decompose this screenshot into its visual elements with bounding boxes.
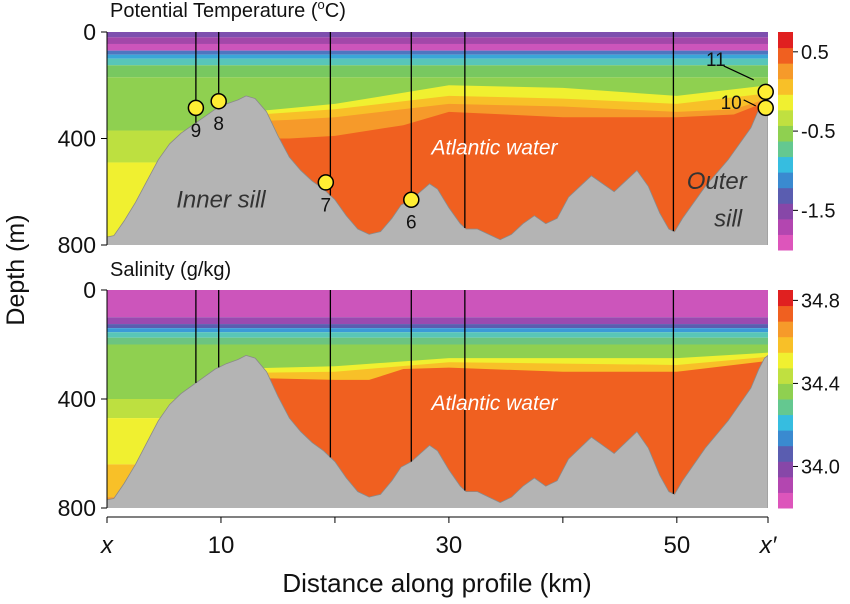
- seafloor: [107, 354, 768, 508]
- station-leader-line: [743, 99, 756, 107]
- depth-tick-label: 400: [58, 386, 96, 412]
- colorbar-swatch: [778, 290, 793, 307]
- depth-tick-label: 800: [58, 232, 96, 258]
- salinity-colorbar: 34.0 34.4 34.8: [778, 290, 840, 509]
- station-label: 11: [706, 50, 726, 71]
- colorbar-tick-label: 0.5: [801, 42, 829, 64]
- colorbar-swatch: [778, 445, 793, 462]
- station-label: 7: [321, 195, 332, 216]
- colorbar-swatch: [778, 203, 793, 220]
- depth-tick-label: 0: [83, 19, 96, 45]
- colorbar-tick-label: -0.5: [801, 121, 835, 143]
- salinity-annotations: Atlantic water: [429, 392, 558, 415]
- colorbar-swatch: [778, 141, 793, 158]
- layer-band: [107, 54, 768, 59]
- salinity-depth-axis: 0 400 800: [58, 277, 108, 521]
- station-marker: [210, 92, 227, 110]
- colorbar-swatch: [778, 399, 793, 416]
- colorbar-tick-label: 34.0: [801, 456, 840, 478]
- colorbar-swatch: [778, 109, 793, 126]
- colorbar-swatch: [778, 218, 793, 235]
- colorbar-swatch: [778, 352, 793, 369]
- station-label: 10: [721, 93, 742, 114]
- layer-band: [107, 332, 768, 338]
- layer-band: [107, 32, 768, 38]
- temperature-section: [107, 32, 768, 245]
- station-label: 8: [213, 114, 224, 135]
- distance-tick-label: 10: [208, 532, 235, 559]
- colorbar-swatch: [778, 172, 793, 189]
- colorbar-tick-label: -1.5: [801, 200, 835, 222]
- colorbar-swatch: [778, 234, 793, 251]
- section-annotation: Atlantic water: [429, 136, 558, 159]
- colorbar-swatch: [778, 476, 793, 493]
- colorbar-tick-label: 34.4: [801, 373, 840, 395]
- salinity-panel: Salinity (g/kg) 0 400 800 34.0 34.4 34.8: [58, 259, 840, 521]
- distance-tick-label: x: [100, 532, 114, 559]
- colorbar-swatch: [778, 492, 793, 509]
- layer-band: [107, 337, 768, 345]
- section-annotation: Outer: [687, 168, 748, 195]
- station-leader-line: [723, 65, 754, 81]
- colorbar-swatch: [778, 47, 793, 64]
- distance-tick-label: 50: [663, 532, 690, 559]
- layer-band: [107, 58, 768, 66]
- colorbar-swatch: [778, 367, 793, 384]
- colorbar-swatch: [778, 305, 793, 322]
- salinity-panel-title: Salinity (g/kg): [110, 259, 231, 281]
- colorbar-swatch: [778, 32, 793, 49]
- station-marker: [187, 99, 205, 117]
- depth-tick-label: 0: [83, 277, 96, 303]
- colorbar-swatch: [778, 336, 793, 353]
- layer-band: [107, 65, 768, 78]
- colorbar-swatch: [778, 383, 793, 400]
- colorbar-tick-label: 34.8: [801, 290, 840, 312]
- distance-axis: x 10 30 50 x′: [100, 516, 778, 559]
- temperature-panel-title: Potential Temperature (oC): [110, 0, 346, 22]
- colorbar-swatch: [778, 430, 793, 447]
- layer-band: [107, 50, 768, 55]
- station-label: 6: [406, 213, 417, 234]
- depth-tick-label: 400: [58, 126, 96, 152]
- distance-tick-label: x′: [759, 532, 778, 559]
- salinity-section: [107, 290, 768, 508]
- colorbar-swatch: [778, 78, 793, 95]
- station-marker: [403, 191, 420, 208]
- layer-band: [107, 43, 768, 51]
- temperature-stations: Atlantic water Inner sill Outer sill 9 8 7 6 11 1…: [176, 50, 774, 234]
- depth-tick-label: 800: [58, 495, 96, 521]
- layer-band: [107, 37, 768, 44]
- colorbar-swatch: [778, 125, 793, 142]
- x-axis-label: Distance along profile (km): [282, 568, 591, 598]
- temperature-colorbar: -1.5 -0.5 0.5: [778, 32, 835, 251]
- colorbar-swatch: [778, 461, 793, 478]
- y-axis-label: Depth (m): [2, 214, 30, 325]
- colorbar-swatch: [778, 156, 793, 173]
- station-marker: [757, 99, 774, 117]
- station-marker: [757, 83, 774, 101]
- colorbar-swatch: [778, 414, 793, 431]
- colorbar-swatch: [778, 321, 793, 338]
- layer-band: [107, 317, 768, 325]
- colorbar-swatch: [778, 63, 793, 80]
- temperature-depth-axis: 0 400 800: [58, 19, 108, 258]
- section-annotation: sill: [714, 205, 743, 232]
- colorbar-swatch: [778, 187, 793, 204]
- section-annotation: Atlantic water: [429, 392, 558, 415]
- station-label: 9: [191, 121, 202, 142]
- station-marker: [317, 174, 335, 191]
- layer-band: [107, 328, 768, 333]
- layer-band: [107, 324, 768, 329]
- layer-band: [107, 290, 768, 318]
- seafloor: [107, 95, 768, 245]
- section-annotation: Inner sill: [176, 187, 266, 214]
- distance-tick-label: 30: [436, 532, 463, 559]
- colorbar-swatch: [778, 94, 793, 111]
